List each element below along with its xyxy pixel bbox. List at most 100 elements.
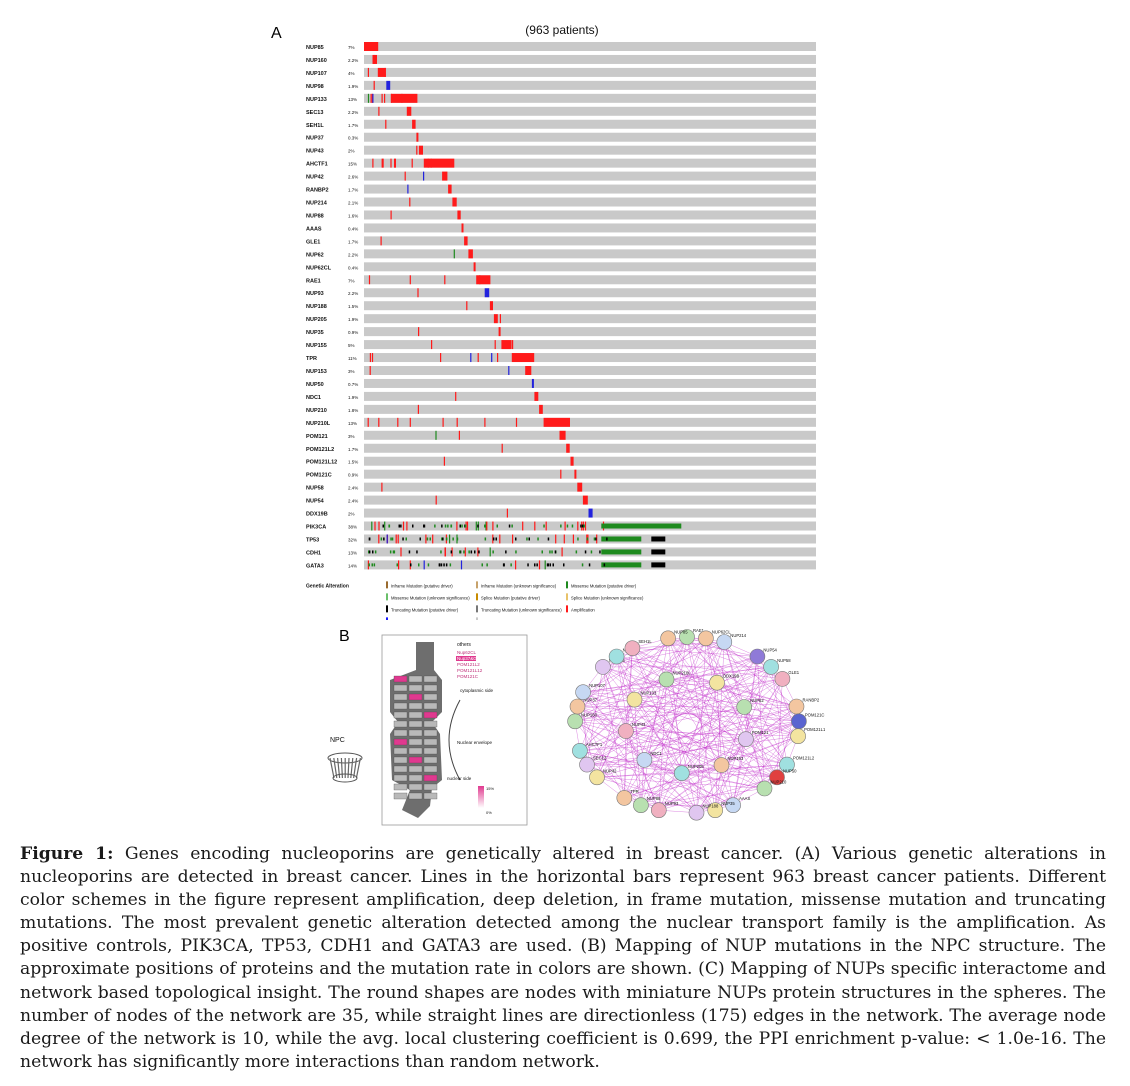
- gene-percent: 32%: [348, 537, 357, 542]
- network-edge: [658, 666, 772, 811]
- network-edge: [616, 656, 797, 707]
- alteration-mark: [371, 353, 374, 363]
- network-edge: [743, 706, 765, 789]
- network-edge: [632, 648, 683, 774]
- alteration-mark: [374, 521, 376, 531]
- mutation-mark: [534, 563, 536, 567]
- alteration-mark: [444, 275, 446, 285]
- gene-label: SEH1L: [306, 123, 324, 129]
- gene-percent: 13%: [348, 97, 357, 102]
- network-edge: [583, 691, 799, 737]
- scale-max: 15%: [486, 786, 494, 791]
- network-node-label: NUP42: [603, 768, 617, 773]
- network-edge: [596, 641, 725, 778]
- network-edge: [681, 772, 765, 789]
- pore-spoke: [340, 757, 343, 779]
- gene-label: NDC1: [306, 395, 321, 401]
- mutation-mark: [374, 550, 377, 554]
- network-edge: [644, 678, 783, 761]
- mutation-mark: [590, 550, 593, 554]
- network-edge: [625, 730, 799, 737]
- network-edge: [577, 706, 627, 732]
- alteration-mark: [555, 534, 557, 544]
- alteration-mark: [407, 184, 409, 194]
- network-node-label: NUP85: [674, 629, 688, 634]
- nup-subunit: [423, 702, 438, 710]
- alteration-mark: [367, 67, 369, 77]
- gene-label: NUP62: [306, 252, 324, 258]
- mutation-mark: [537, 537, 539, 541]
- alteration-mark: [373, 80, 375, 90]
- network-edge: [658, 706, 797, 811]
- network-node-label: DDX19B: [723, 674, 739, 679]
- alteration-mark: [561, 547, 563, 557]
- mutation-mark: [427, 563, 430, 567]
- alteration-mark: [431, 340, 433, 350]
- nup-subunit: [408, 792, 423, 800]
- mutation-mark: [442, 537, 444, 541]
- gene-track: [364, 353, 816, 363]
- nup-subunit: [393, 729, 408, 737]
- alteration-mark: [411, 158, 413, 168]
- mutation-mark: [440, 563, 443, 567]
- amplification-block: [391, 93, 418, 103]
- network-node-label: SEC13: [593, 756, 607, 761]
- gene-track: [364, 301, 816, 311]
- network-edge: [632, 648, 788, 765]
- others-item: POM121L12: [457, 668, 483, 673]
- network-edge: [616, 656, 667, 680]
- oncoprint-svg: (963 patients) NUP85 7% NUP160 2.2% NUP107 4% N…: [306, 23, 816, 620]
- alteration-mark: [442, 417, 444, 427]
- alteration-mark: [512, 534, 514, 544]
- network-edge: [666, 679, 799, 737]
- gene-track: [364, 314, 816, 324]
- nup-subunit: [423, 765, 438, 773]
- network-edge: [625, 730, 788, 765]
- amplification-block: [423, 158, 455, 168]
- gene-label: NUP42: [306, 175, 324, 181]
- mutation-mark: [577, 537, 579, 541]
- nup-subunit: [423, 747, 438, 755]
- mutation-mark: [563, 563, 565, 567]
- gene-label: NUP210: [306, 408, 327, 414]
- nup-subunit: [408, 765, 423, 773]
- network-node-label: POM121L2: [793, 756, 815, 761]
- network-edge: [644, 679, 667, 760]
- mutation-mark: [416, 550, 418, 554]
- nup-subunit: [408, 729, 423, 737]
- truncating-block: [651, 536, 666, 542]
- gene-percent: 3%: [348, 434, 355, 439]
- gene-percent: 1.9%: [348, 317, 358, 322]
- alteration-mark: [464, 547, 466, 557]
- legend-swatch: [386, 581, 388, 589]
- alteration-mark: [508, 366, 510, 375]
- gene-label: RANBP2: [306, 188, 329, 194]
- network-edge: [743, 666, 772, 708]
- mutation-mark: [373, 563, 376, 567]
- alteration-mark: [432, 534, 434, 544]
- npc-pore-icon: [327, 752, 363, 783]
- mutation-mark: [398, 524, 400, 528]
- mutation-mark: [588, 563, 591, 567]
- legend-label: Splice Mutation (putative driver): [481, 595, 540, 600]
- amplification-block: [498, 327, 501, 337]
- mutation-mark: [450, 524, 453, 528]
- network-edge: [632, 647, 745, 708]
- gene-label: TP53: [306, 537, 319, 543]
- alteration-mark: [435, 430, 437, 440]
- alteration-mark: [378, 534, 380, 544]
- legend-label: Missense Mutation (unknown significance): [391, 595, 470, 600]
- network-edge: [579, 750, 765, 789]
- alteration-mark: [491, 353, 493, 363]
- gene-label: POM121C: [306, 473, 332, 479]
- network-node-label: NUP205: [688, 764, 704, 769]
- alteration-mark: [499, 314, 501, 324]
- alteration-mark: [563, 534, 565, 544]
- amplification-block: [566, 443, 570, 453]
- alteration-mark: [470, 353, 472, 363]
- network-edge: [616, 656, 718, 683]
- network-edge: [596, 764, 788, 778]
- pore-spoke: [333, 757, 338, 779]
- alteration-mark: [499, 534, 501, 544]
- alteration-mark: [458, 430, 460, 440]
